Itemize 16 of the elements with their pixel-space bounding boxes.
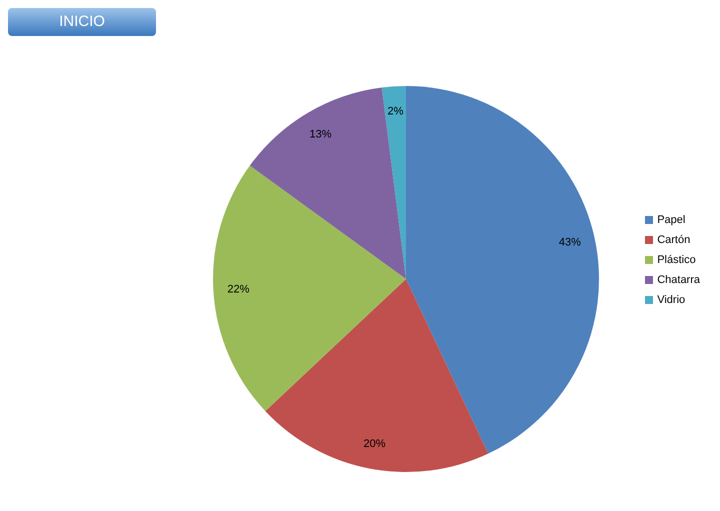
data-label: 13% xyxy=(310,128,332,140)
pie-slice xyxy=(406,86,599,454)
data-label: 22% xyxy=(227,284,250,296)
legend-label: Plástico xyxy=(657,254,696,266)
legend-label: Cartón xyxy=(657,234,690,246)
pie-slice xyxy=(382,86,406,279)
data-label: 20% xyxy=(364,438,386,450)
data-label: 43% xyxy=(558,236,582,248)
pie-slice xyxy=(213,166,406,412)
legend-label: Vidrio xyxy=(657,294,686,306)
legend-label: Papel xyxy=(657,214,686,226)
legend-label: Chatarra xyxy=(657,274,700,286)
pie-slice xyxy=(265,279,488,472)
pie-slice xyxy=(250,88,406,279)
data-label: 2% xyxy=(388,105,404,118)
button: INICIO xyxy=(8,8,156,36)
